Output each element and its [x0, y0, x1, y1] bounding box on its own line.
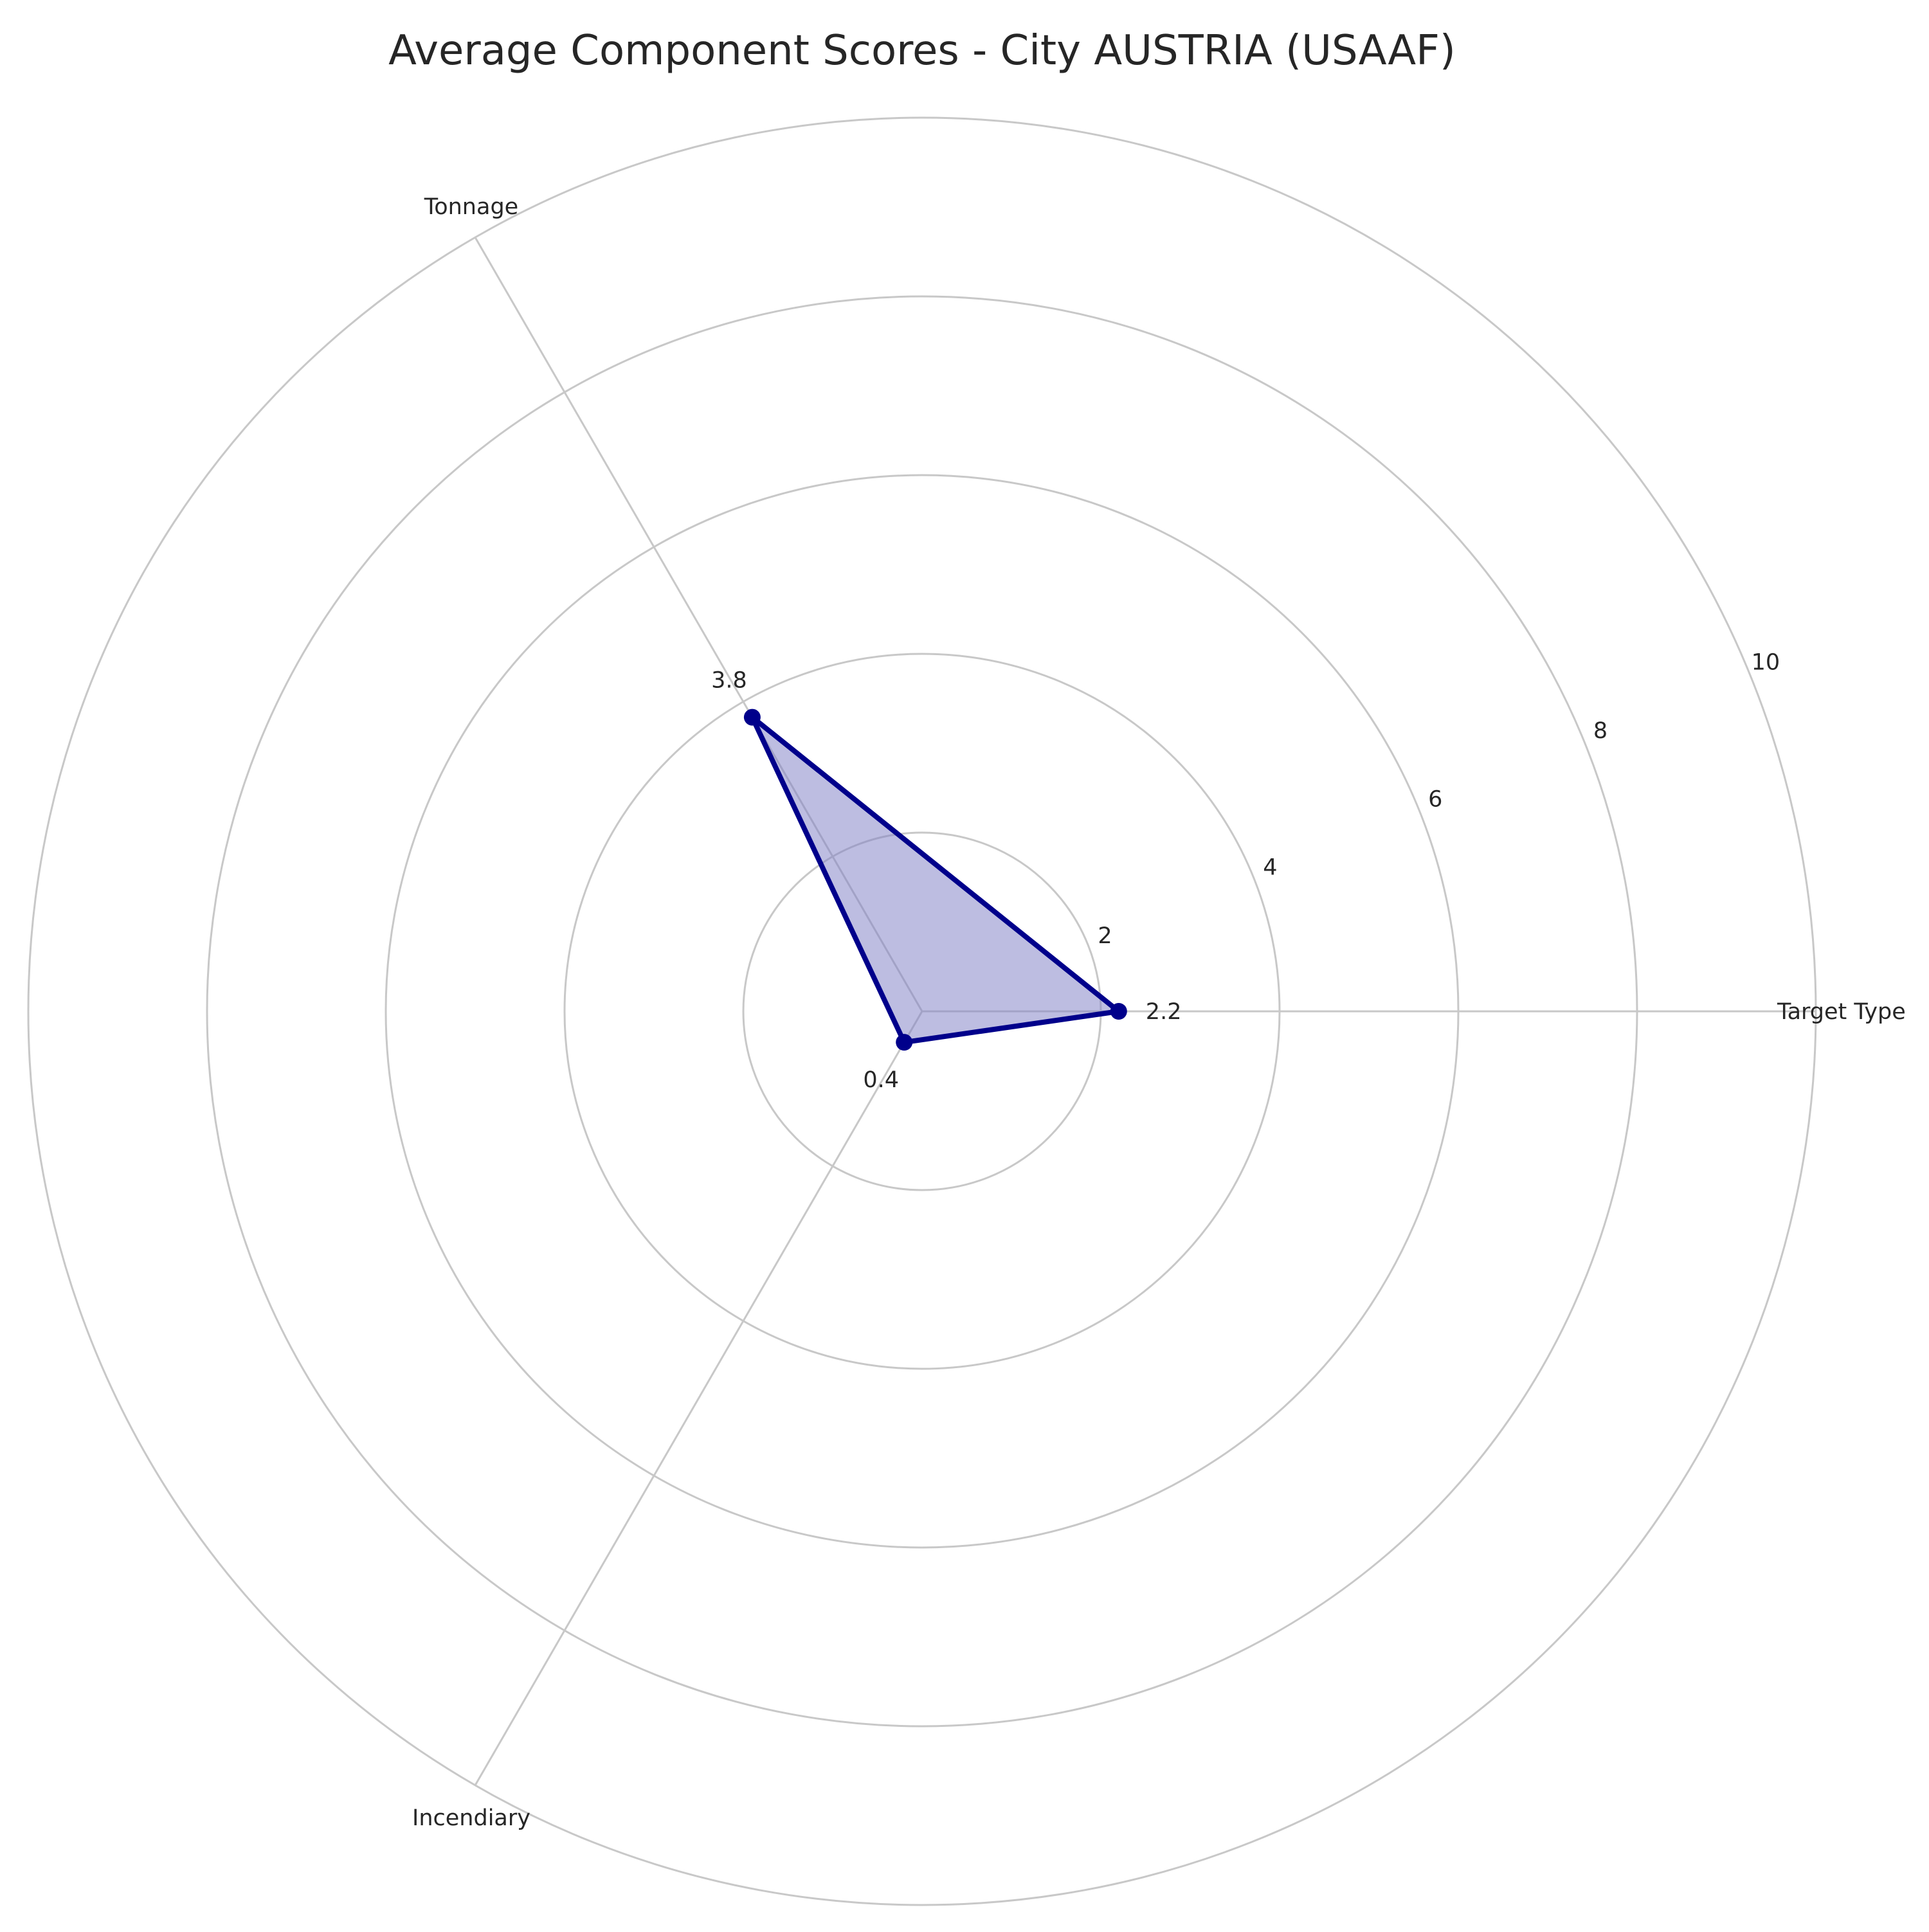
radial-tick-label: 6 [1428, 786, 1442, 812]
chart-title: Average Component Scores - City AUSTRIA … [388, 27, 1456, 75]
grid-layer [27, 116, 1817, 1906]
category-label: Incendiary [412, 1805, 530, 1831]
data-value-label: 0.4 [863, 1067, 899, 1093]
category-label: Target Type [1777, 999, 1906, 1025]
series-line [749, 714, 1121, 1045]
data-value-label: 3.8 [711, 668, 747, 694]
radial-tick-label: 2 [1098, 923, 1112, 949]
data-point-marker [1110, 1003, 1127, 1020]
data-point-marker [896, 1034, 913, 1051]
data-value-label: 2.2 [1146, 999, 1182, 1025]
data-point-marker [743, 709, 761, 726]
spoke-line [474, 1011, 923, 1786]
series-area [752, 717, 1119, 1043]
series-layer [743, 709, 1127, 1051]
label-layer: 2 4 6 8 10 Target Type Tonnage Incendiary 2.2 3.8… [412, 194, 1906, 1831]
radial-tick-label: 10 [1752, 650, 1780, 676]
radial-tick-label: 4 [1263, 855, 1277, 881]
category-label: Tonnage [424, 194, 518, 220]
radial-tick-label: 8 [1593, 718, 1608, 744]
